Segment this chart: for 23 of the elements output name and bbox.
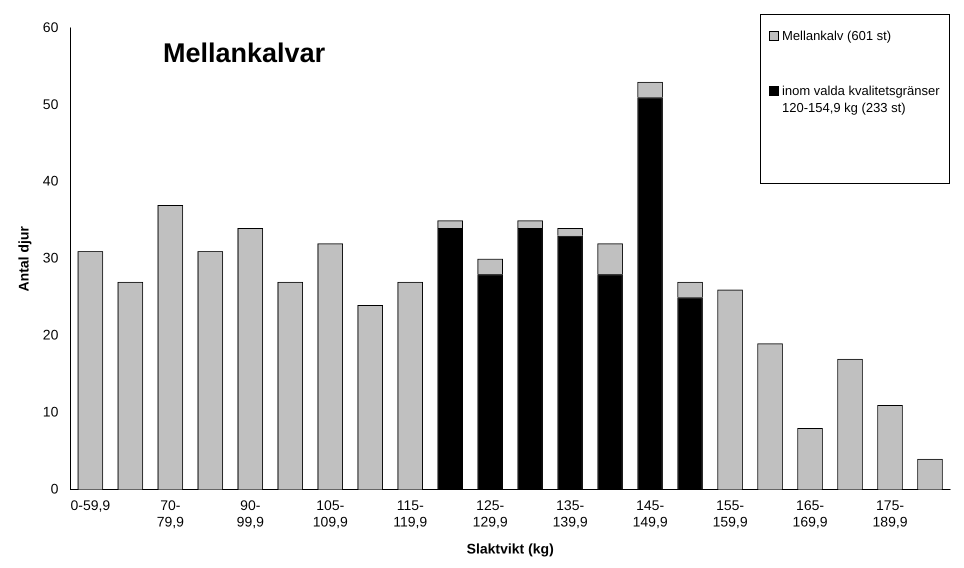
x-tick-label: 135-139,9 xyxy=(552,496,588,530)
x-tick-label: 0-59,9 xyxy=(70,496,110,513)
x-tick-label: 145-149,9 xyxy=(632,496,668,530)
x-tick-label: 165-169,9 xyxy=(792,496,828,530)
y-tick-label: 60 xyxy=(42,18,59,35)
legend-label: Mellankalv (601 st) xyxy=(782,27,892,44)
y-tick-label: 50 xyxy=(42,96,59,112)
y-tick-label: 40 xyxy=(42,172,59,189)
y-tick-label: 20 xyxy=(42,326,59,343)
x-tick-label: 115-119,9 xyxy=(393,496,428,530)
x-tick-label: 155-159,9 xyxy=(712,496,748,530)
x-tick-label: 125-129,9 xyxy=(472,496,508,530)
x-tick-label: 175-189,9 xyxy=(872,496,908,530)
x-tick-label: 90-99,9 xyxy=(236,496,264,530)
legend-label: inom valda kvalitetsgränser 120-154,9 kg (233 st) xyxy=(782,82,941,116)
y-axis-title: Antal djur xyxy=(15,226,32,292)
y-tick-label: 10 xyxy=(42,404,59,420)
x-axis-title: Slaktvikt (kg) xyxy=(466,540,554,556)
x-tick-label: 70-79,9 xyxy=(156,496,184,530)
chart-title: Mellankalvar xyxy=(163,38,326,69)
y-tick-label: 30 xyxy=(42,250,59,266)
x-tick-label: 105-109,9 xyxy=(312,496,348,530)
y-tick-label: 0 xyxy=(50,480,59,496)
